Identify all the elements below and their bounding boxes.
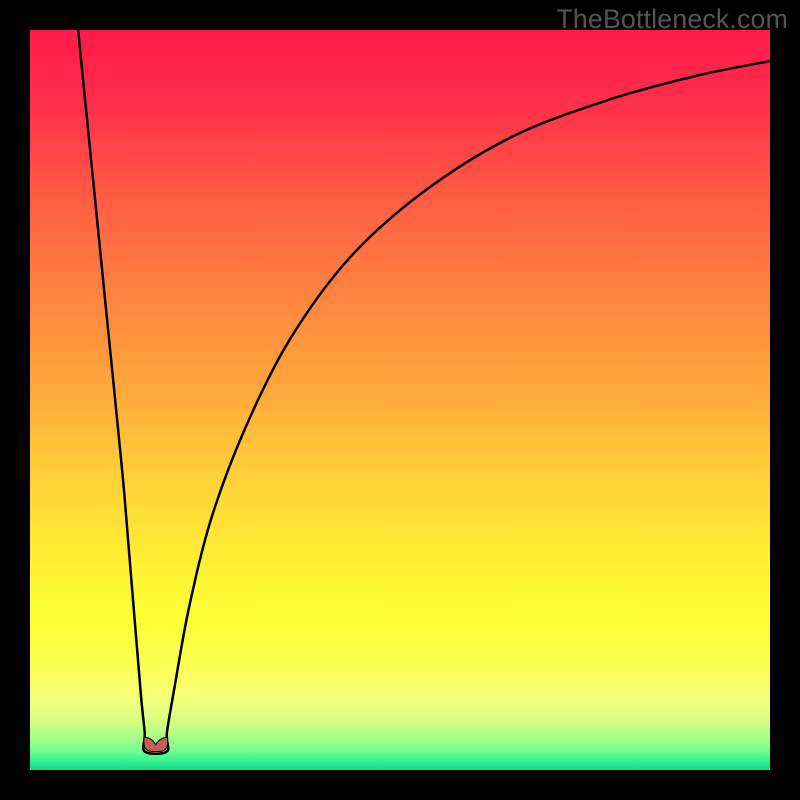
chart-svg — [30, 30, 770, 770]
watermark-text: TheBottleneck.com — [556, 4, 788, 35]
plot-area — [30, 30, 770, 770]
gradient-background — [30, 30, 770, 770]
figure-root: TheBottleneck.com — [0, 0, 800, 800]
